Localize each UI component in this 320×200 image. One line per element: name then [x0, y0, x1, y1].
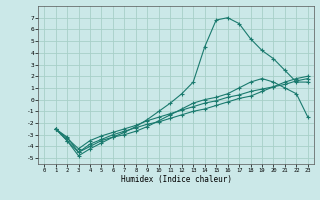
X-axis label: Humidex (Indice chaleur): Humidex (Indice chaleur) [121, 175, 231, 184]
